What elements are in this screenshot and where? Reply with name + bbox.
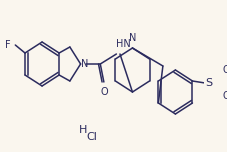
Text: O: O bbox=[222, 91, 227, 101]
Text: N: N bbox=[128, 33, 136, 43]
Text: F: F bbox=[5, 40, 11, 50]
Text: S: S bbox=[204, 78, 211, 88]
Text: H: H bbox=[79, 125, 87, 135]
Text: HN: HN bbox=[115, 39, 130, 49]
Text: N: N bbox=[81, 59, 89, 69]
Text: Cl: Cl bbox=[86, 132, 97, 142]
Text: O: O bbox=[101, 87, 108, 97]
Text: O: O bbox=[222, 65, 227, 75]
